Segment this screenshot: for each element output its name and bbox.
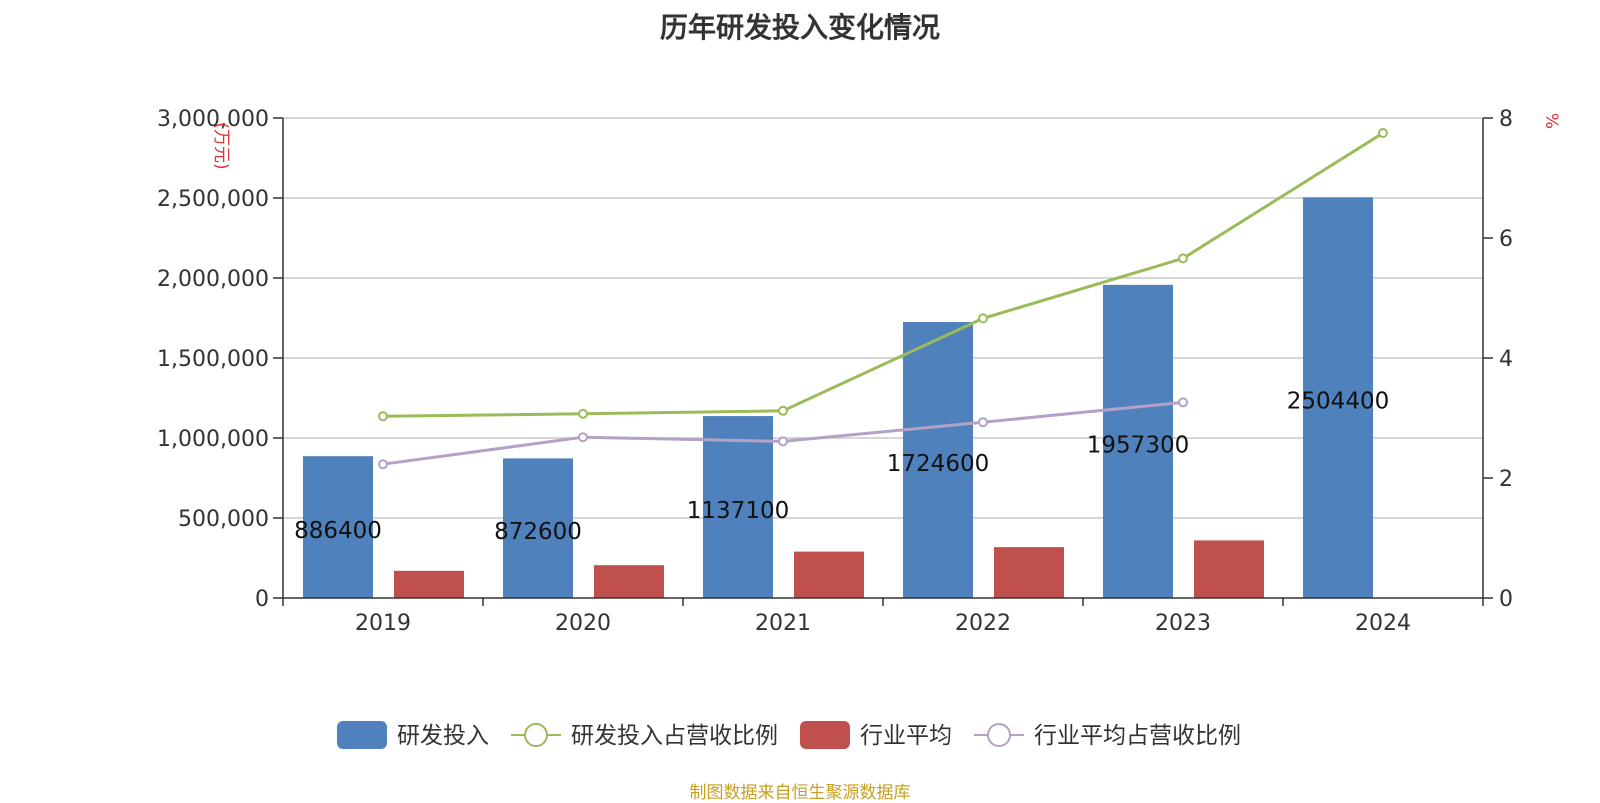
series-point [578, 408, 588, 419]
bar [1303, 197, 1373, 598]
bar [503, 458, 573, 598]
left-axis-tick-label: 2,500,000 [157, 187, 269, 212]
series-point [1178, 253, 1188, 264]
x-axis-tick-label: 2019 [355, 611, 411, 636]
bar [994, 547, 1064, 598]
right-axis-tick-label: 6 [1499, 227, 1513, 252]
series-point [978, 313, 988, 324]
left-axis-unit: (万元) [211, 122, 231, 169]
legend-swatch-marker [987, 723, 1011, 747]
right-axis-tick-label: 0 [1499, 587, 1513, 612]
x-axis-tick-label: 2023 [1155, 611, 1211, 636]
right-axis-unit: % [1541, 113, 1561, 129]
bar [303, 456, 373, 598]
bar [703, 416, 773, 598]
bar-data-label: 1957300 [1087, 432, 1189, 458]
axes: 0 500,000 1,000,000 1,500,000 2,000,000 2,500… [157, 107, 1513, 636]
x-axis-tick-label: 2022 [955, 611, 1011, 636]
series-point [978, 417, 988, 428]
right-axis-tick-label: 8 [1499, 107, 1513, 132]
bar [1103, 284, 1173, 598]
x-axis-tick-label: 2021 [755, 611, 811, 636]
series-line [382, 131, 1384, 418]
series-point [1378, 128, 1388, 138]
bar [903, 322, 973, 598]
series-point [378, 459, 388, 470]
legend-label: 研发投入占营收比例 [571, 723, 778, 749]
series-point [578, 432, 588, 443]
chart-title: 历年研发投入变化情况 [659, 11, 940, 44]
data-labels: 886400 872600 1137100 1724600 1957300 2504400 [294, 389, 1389, 546]
series-lines [378, 128, 1388, 470]
series-point [778, 436, 788, 447]
legend-swatch-bar [800, 721, 850, 749]
legend-swatch-marker [524, 723, 548, 747]
x-axis-tick-label: 2024 [1355, 611, 1411, 636]
series-point [378, 411, 388, 422]
bar [394, 570, 464, 598]
bar [794, 551, 864, 598]
bar-data-label: 872600 [494, 519, 582, 545]
left-axis-tick-label: 2,000,000 [157, 267, 269, 292]
bar-data-label: 2504400 [1287, 389, 1389, 415]
legend-label: 行业平均占营收比例 [1034, 723, 1241, 749]
gridlines [283, 117, 1483, 519]
bar [1194, 540, 1264, 598]
legend-label: 研发投入 [397, 723, 489, 749]
left-axis-tick-label: 500,000 [178, 507, 269, 532]
left-axis-tick-label: 1,000,000 [157, 427, 269, 452]
bars [303, 197, 1373, 598]
right-axis-tick-label: 4 [1499, 347, 1513, 372]
series-point [1178, 397, 1188, 408]
right-axis-tick-label: 2 [1499, 467, 1513, 492]
left-axis-tick-label: 0 [255, 587, 269, 612]
series-point [778, 405, 788, 416]
source-footer: 制图数据来自恒生聚源数据库 [689, 783, 911, 803]
legend-label: 行业平均 [860, 723, 952, 749]
left-axis-tick-label: 1,500,000 [157, 347, 269, 372]
bar-data-label: 886400 [294, 518, 382, 544]
legend: 研发投入 研发投入占营收比例 行业平均 行业平均占营收比例 [337, 721, 1241, 749]
bar-data-label: 1137100 [687, 498, 789, 524]
left-axis-tick-label: 3,000,000 [157, 107, 269, 132]
x-axis-tick-label: 2020 [555, 611, 611, 636]
bar [594, 565, 664, 598]
legend-swatch-bar [337, 721, 387, 749]
bar-data-label: 1724600 [887, 451, 989, 477]
